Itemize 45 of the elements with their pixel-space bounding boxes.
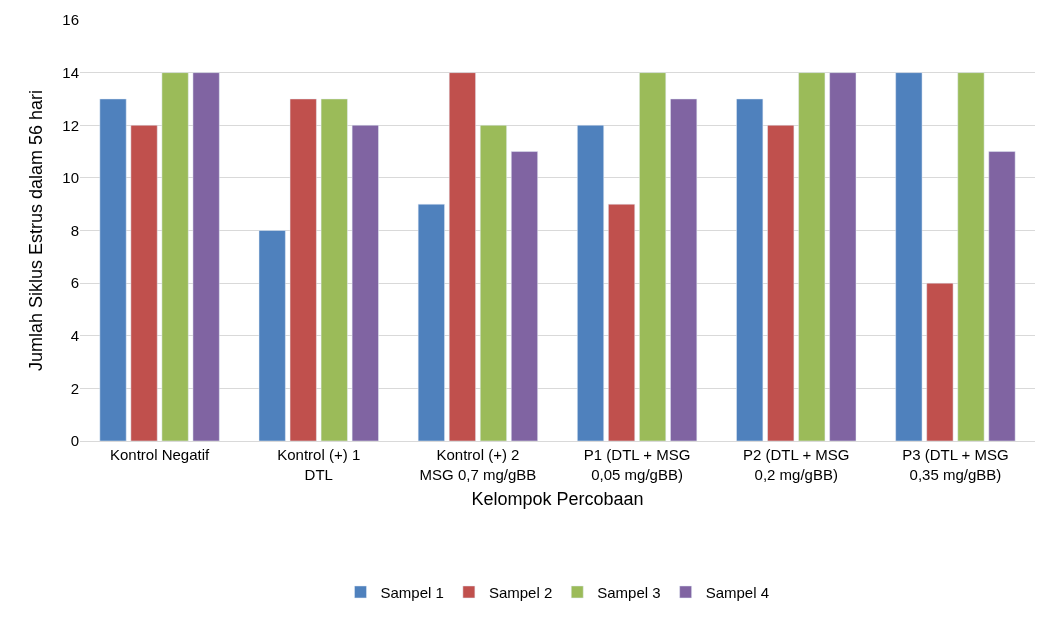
x-tick-label: Kontrol (+) 1 DTL [277, 446, 361, 483]
legend-label: Sampel 4 [705, 583, 769, 601]
bar [192, 72, 220, 441]
y-axis-title: Jumlah Siklus Estrus dalam 56 hari [25, 89, 46, 372]
x-tick-label: P1 (DTL + MSG 0,05 mg/gBB) [583, 446, 691, 483]
bar [608, 203, 636, 441]
x-tick-label: Kontrol (+) 2 MSG 0,7 mg/gBB [419, 446, 537, 483]
y-tick-label: 4 [70, 327, 79, 344]
bar [448, 72, 476, 441]
bar [511, 151, 538, 441]
x-tick-label: Kontrol Negatif [109, 446, 211, 463]
y-tick-label: 2 [70, 379, 79, 397]
y-tick-label: 16 [62, 11, 79, 29]
y-tick-label: 6 [70, 274, 79, 292]
bar [798, 72, 826, 441]
bar [988, 151, 1016, 441]
bar [130, 125, 158, 441]
y-tick-label: 10 [62, 169, 79, 187]
legend-label: Sampel 1 [380, 583, 444, 601]
bar [258, 230, 286, 441]
bar [829, 72, 857, 441]
legend-label: Sampel 3 [597, 583, 661, 601]
bar [320, 98, 348, 441]
bar [417, 203, 445, 441]
x-tick-label: P2 (DTL + MSG 0,2 mg/gBB) [742, 446, 850, 483]
y-tick-label: 14 [62, 63, 79, 81]
y-tick-label: 12 [62, 116, 79, 134]
bar [736, 98, 764, 441]
bar [670, 98, 698, 441]
x-tick-label: P3 (DTL + MSG 0,35 mg/gBB) [902, 446, 1009, 483]
bar [289, 98, 317, 441]
bar [99, 98, 127, 441]
x-axis-title: Kelompok Percobaan [471, 488, 644, 509]
bar [767, 125, 795, 441]
y-tick-label: 0 [70, 432, 79, 450]
bar [957, 72, 985, 441]
legend-label: Sampel 2 [488, 583, 553, 601]
bar [895, 72, 923, 441]
bar [577, 125, 604, 441]
bar [926, 282, 954, 441]
bar [351, 125, 379, 441]
y-tick-label: 8 [70, 221, 79, 239]
bar [161, 72, 189, 441]
bar [639, 72, 667, 441]
bar [479, 125, 507, 441]
